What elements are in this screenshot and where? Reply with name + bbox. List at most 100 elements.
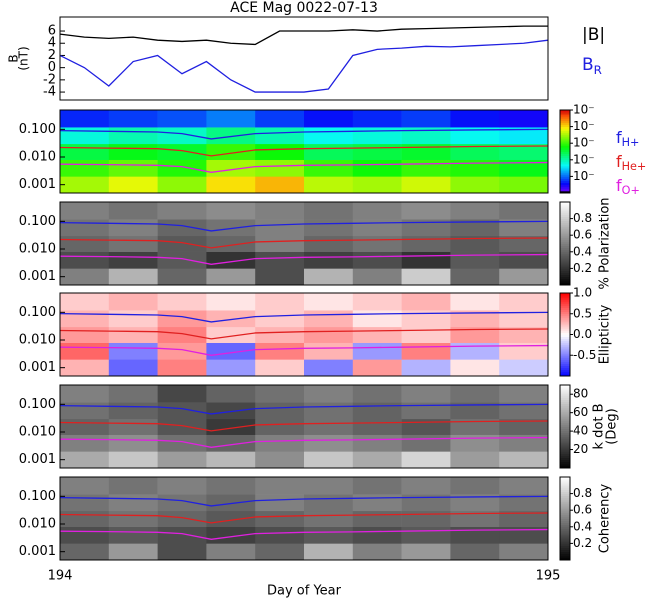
colorbar-step (560, 190, 570, 194)
colorbar-step (560, 526, 570, 530)
colorbar-step (560, 409, 570, 413)
spectrogram-cell (60, 477, 110, 495)
colorbar-step (560, 465, 570, 469)
spectrogram-cell (304, 385, 354, 403)
spectrogram-cell (157, 326, 207, 343)
colorbar-step (560, 424, 570, 427)
spectrogram-cell (499, 477, 549, 495)
spectrogram-cell (60, 543, 110, 561)
plot-frame (59, 16, 549, 101)
colorbar-step (560, 224, 570, 228)
colorbar-step (560, 395, 570, 398)
colorbar-step (560, 430, 570, 434)
colorbar-step (560, 303, 570, 306)
spectrogram-cell (206, 219, 256, 237)
spectrogram-cell (401, 293, 451, 311)
frequency-line (59, 328, 549, 340)
spectrogram-cell (401, 110, 451, 128)
colorbar-step (560, 130, 570, 134)
colorbar-step (560, 426, 570, 429)
plot-frame (59, 384, 549, 469)
frequency-line (59, 344, 549, 356)
spectrogram-cell (352, 543, 402, 561)
spectrogram-cell (499, 202, 549, 220)
spectrogram-cell (108, 434, 158, 452)
spectrogram-cell (401, 385, 451, 403)
spectrogram-cell (304, 251, 354, 269)
colorbar-tick-label: 0.0 (573, 327, 592, 341)
colorbar-step (560, 212, 570, 215)
colorbar-step (560, 432, 570, 436)
colorbar-step (560, 280, 570, 284)
spectrogram-cell (157, 477, 207, 495)
spectrogram-cell (352, 510, 402, 527)
spectrogram-cell (60, 251, 110, 269)
spectrogram-cell (304, 310, 354, 328)
spectrogram-cell (401, 127, 451, 145)
colorbar-tick-label: 0.6 (573, 503, 592, 517)
colorbar-step (560, 353, 570, 356)
colorbar-step (560, 351, 570, 354)
colorbar-step (560, 317, 570, 321)
y-tick-label: 2 (48, 48, 56, 63)
spectrogram-cell (304, 326, 354, 343)
line (59, 25, 548, 46)
spectrogram-cell (352, 385, 402, 403)
spectrogram-cell (206, 143, 256, 160)
spectrogram-cell (304, 359, 354, 377)
colorbar-step (560, 184, 570, 188)
colorbar-step (560, 357, 570, 360)
spectrogram-cell (255, 543, 305, 561)
colorbar-step (560, 553, 570, 557)
legend-label: BR (582, 55, 602, 77)
colorbar-step (560, 307, 570, 310)
colorbar-step (560, 344, 570, 348)
spectrogram-cell (157, 176, 207, 194)
y-tick-label: 0.100 (19, 305, 56, 320)
legend-name: f (616, 176, 622, 195)
spectrogram-cell (60, 159, 110, 177)
spectrogram-cell (499, 110, 549, 128)
spectrogram-cell (401, 219, 451, 237)
colorbar-step (560, 328, 570, 331)
spectrogram-cell (450, 293, 500, 311)
colorbar-tick-label: 0.5 (573, 306, 592, 320)
colorbar-tick-label: -0.5 (573, 348, 596, 362)
colorbar-step (560, 530, 570, 534)
colorbar-step (560, 178, 570, 181)
spectrogram-cell (157, 418, 207, 435)
colorbar-step (560, 512, 570, 515)
colorbar-step (560, 459, 570, 463)
spectrogram-cell (401, 526, 451, 544)
spectrogram-cell (157, 342, 207, 360)
colorbar-step (560, 155, 570, 159)
colorbar-label: % Polarization (598, 197, 613, 289)
spectrogram-cell (352, 235, 402, 252)
frequency-line (59, 403, 549, 415)
colorbar-step (560, 313, 570, 317)
spectrogram-cell (450, 477, 500, 495)
colorbar-step (560, 389, 570, 392)
spectrogram-cell (499, 143, 549, 160)
spectrogram-cell (108, 526, 158, 544)
colorbar-step (560, 172, 570, 175)
spectrogram-cell (352, 127, 402, 145)
spectrogram-cell (401, 202, 451, 220)
spectrogram-cell (401, 235, 451, 252)
colorbar-step (560, 136, 570, 140)
spectrogram-cell (352, 219, 402, 237)
spectrogram-cell (499, 219, 549, 237)
spectrogram-cell (108, 494, 158, 512)
spectrogram-cell (206, 326, 256, 343)
colorbar-step (560, 141, 570, 144)
y-axis-label: B (7, 54, 21, 62)
colorbar-step (560, 330, 570, 333)
spectrogram-cell (450, 202, 500, 220)
spectrogram-cell (450, 176, 500, 194)
colorbar-step (560, 373, 570, 377)
y-tick-label: 0.001 (19, 544, 56, 559)
colorbar-step (560, 139, 570, 142)
colorbar-step (560, 220, 570, 224)
colorbar-step (560, 557, 570, 561)
frequency-line (59, 495, 549, 507)
